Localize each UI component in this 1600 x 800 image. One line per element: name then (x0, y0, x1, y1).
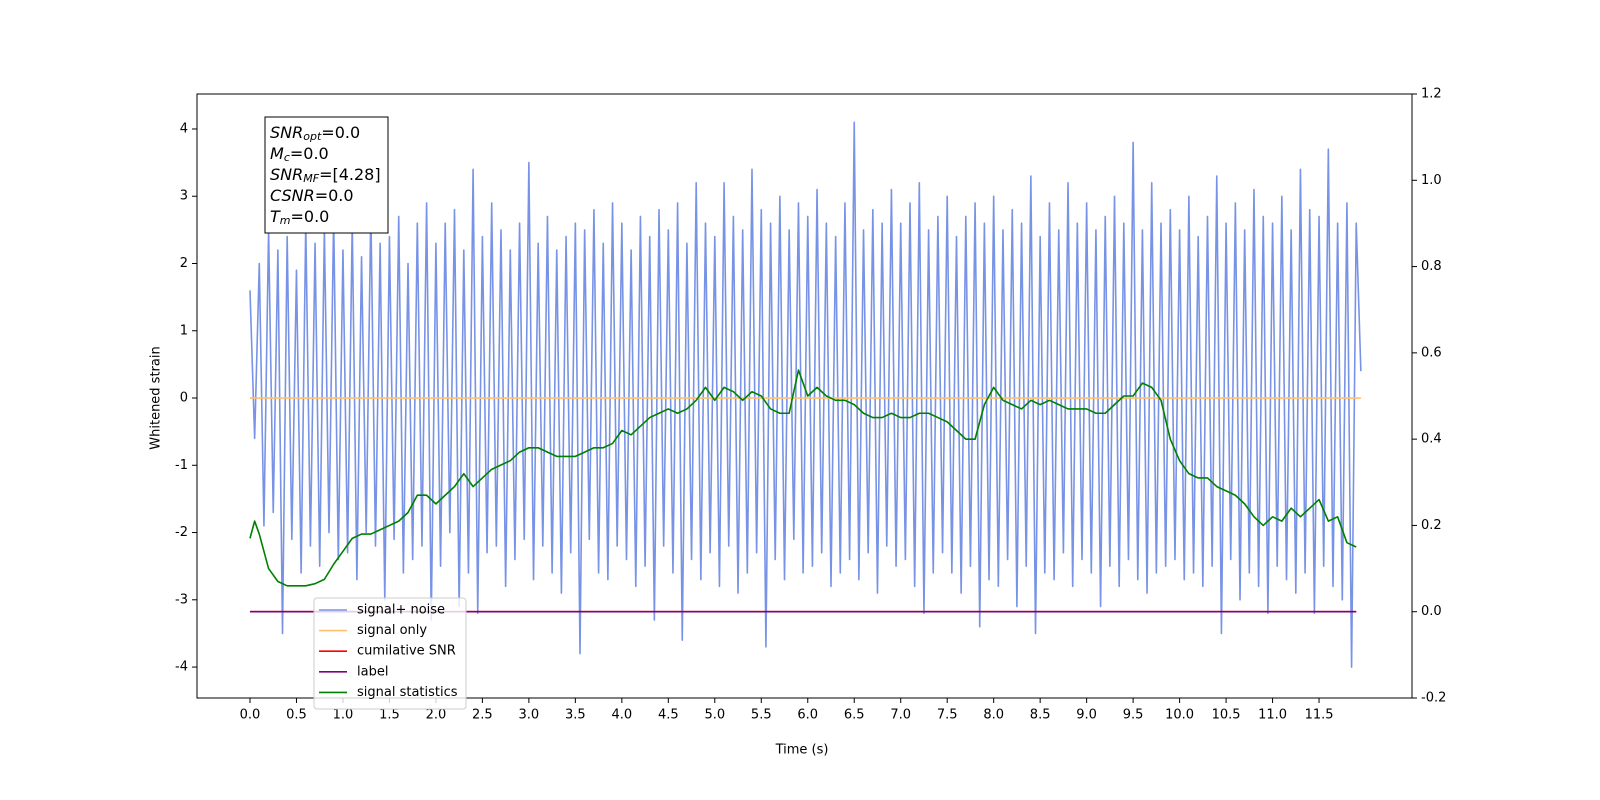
annotation: SNRopt=0.0Mc=0.0SNRMF=[4.28]CSNR=0.0Tm=0… (264, 116, 389, 234)
y-axis-label: Whitened strain (149, 346, 164, 449)
y-tick-label: 3 (180, 189, 188, 204)
legend-label: signal only (357, 623, 427, 638)
x-tick-label: 10.5 (1212, 708, 1241, 723)
plot-frame (196, 93, 1413, 699)
annotation-line: Mc=0.0 (270, 144, 329, 165)
x-tick-label: 0.0 (240, 708, 261, 723)
legend: signal+ noise signal only cumilative SNR la… (313, 597, 467, 710)
annotation-subscript: c (284, 151, 290, 164)
x-tick-label: 4.5 (658, 708, 679, 723)
x-tick-label: 0.5 (286, 708, 307, 723)
y2-tick-label: 0.2 (1421, 518, 1442, 533)
y-tick-label: 2 (180, 256, 188, 271)
annotation-value: =0.0 (321, 123, 360, 142)
y-tick-label: -3 (175, 592, 188, 607)
x-tick-label: 9.0 (1076, 708, 1097, 723)
y-tick-label: 0 (180, 391, 188, 406)
annotation-box (264, 116, 389, 234)
annotation-symbol: M (270, 144, 284, 163)
annotation-line: CSNR=0.0 (270, 186, 354, 205)
x-tick-label: 2.0 (426, 708, 447, 723)
y-tick-label: 1 (180, 323, 188, 338)
x-tick-label: 7.5 (937, 708, 958, 723)
x-tick-label: 3.0 (519, 708, 540, 723)
y-tick-label: -2 (175, 525, 188, 540)
x-tick-label: 11.5 (1305, 708, 1334, 723)
x-tick-label: 6.0 (797, 708, 818, 723)
annotation-subscript: m (280, 214, 291, 227)
legend-label: signal+ noise (357, 603, 445, 618)
annotation-line: SNRMF=[4.28] (270, 165, 381, 186)
y2-tick-label: 0.8 (1421, 259, 1442, 274)
annotation-symbol: SNR (270, 165, 303, 184)
legend-label: signal statistics (357, 685, 458, 700)
legend-label: label (357, 664, 388, 679)
x-tick-label: 1.0 (333, 708, 354, 723)
annotation-value: =0.0 (290, 144, 329, 163)
x-tick-label: 4.0 (611, 708, 632, 723)
annotation-value: =0.0 (315, 186, 354, 205)
x-tick-label: 5.5 (751, 708, 772, 723)
annotation-subscript: MF (303, 172, 319, 185)
y2-tick-label: 0.4 (1421, 432, 1442, 447)
x-tick-label: 9.5 (1123, 708, 1144, 723)
annotation-symbol: T (270, 207, 281, 226)
y2-tick-label: 1.0 (1421, 173, 1442, 188)
annotation-value: =0.0 (291, 207, 330, 226)
x-tick-label: 8.5 (1030, 708, 1051, 723)
x-tick-label: 7.0 (890, 708, 911, 723)
legend-box (313, 597, 467, 710)
series-line (249, 369, 1357, 587)
y-tick-label: -4 (175, 660, 188, 675)
annotation-subscript: opt (303, 130, 322, 143)
y2-tick-label: 0.6 (1421, 345, 1442, 360)
x-tick-label: 6.5 (844, 708, 865, 723)
x-tick-label: 11.0 (1258, 708, 1287, 723)
x-tick-label: 8.0 (983, 708, 1004, 723)
annotation-line: Tm=0.0 (270, 207, 329, 228)
x-tick-label: 2.5 (472, 708, 493, 723)
y-tick-label: -1 (175, 458, 188, 473)
annotation-symbol: SNR (270, 123, 303, 142)
annotation-symbol: CSNR (270, 186, 315, 205)
x-tick-label: 5.0 (704, 708, 725, 723)
y2-tick-label: 0.0 (1421, 604, 1442, 619)
y2-tick-label: -0.2 (1421, 691, 1446, 706)
x-tick-label: 1.5 (379, 708, 400, 723)
y-tick-label: 4 (180, 121, 188, 136)
x-tick-label: 3.5 (565, 708, 586, 723)
x-axis-label: Time (s) (775, 743, 829, 758)
y2-tick-label: 1.2 (1421, 87, 1442, 102)
annotation-value: =[4.28] (319, 165, 381, 184)
legend-label: cumilative SNR (357, 644, 456, 659)
annotation-line: SNRopt=0.0 (270, 123, 360, 144)
series-line (249, 121, 1362, 668)
x-tick-label: 10.0 (1165, 708, 1194, 723)
